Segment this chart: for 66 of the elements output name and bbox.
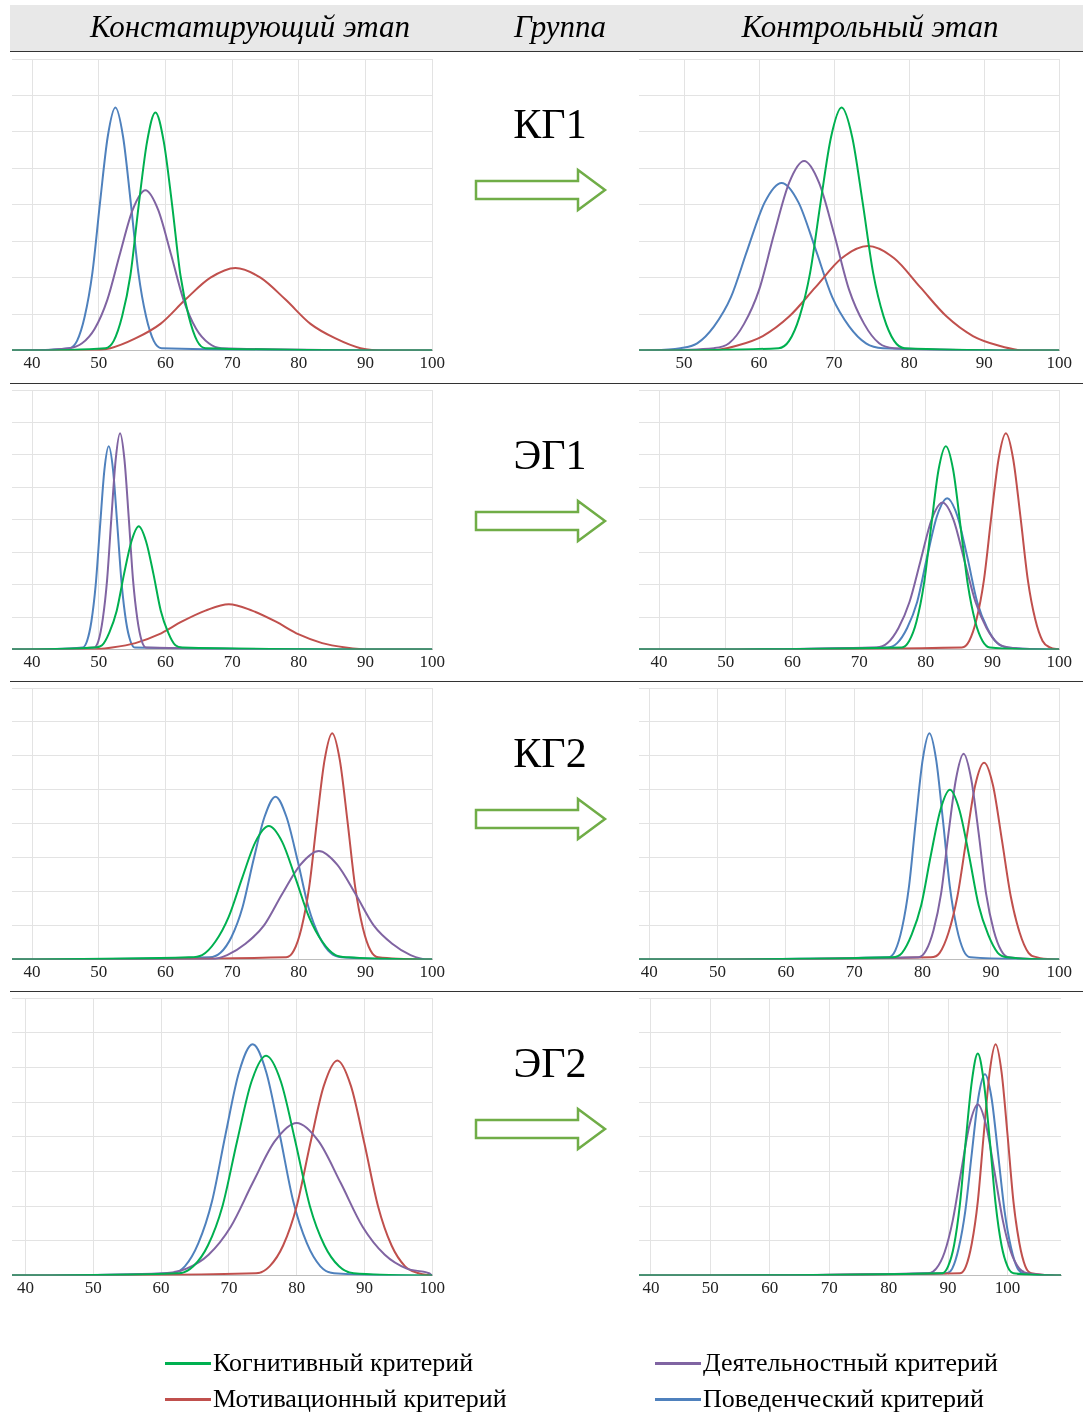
legend-label: Поведенческий критерий [703, 1384, 984, 1414]
x-tick-label: 60 [783, 652, 801, 672]
x-tick-label: 40 [640, 962, 658, 982]
x-tick-label: 40 [23, 962, 41, 982]
chart-title: ЭГ1 [513, 431, 587, 479]
x-tick-label: 100 [1046, 962, 1072, 982]
legend-label: Деятельностный критерий [703, 1348, 998, 1378]
x-tick-label: 70 [820, 1278, 838, 1298]
x-tick-label: 50 [90, 353, 108, 373]
x-tick-label: 80 [917, 652, 935, 672]
x-tick-label: 50 [90, 962, 108, 982]
x-tick-label: 60 [152, 1278, 170, 1298]
x-tick-label: 100 [1046, 353, 1072, 373]
x-tick-label: 50 [675, 353, 693, 373]
x-tick-label: 90 [355, 1278, 373, 1298]
x-tick-label: 50 [90, 652, 108, 672]
x-tick-label: 60 [750, 353, 768, 373]
x-tick-label: 70 [825, 353, 843, 373]
text: Констатирующий этап [89, 9, 411, 45]
x-tick-label: 80 [288, 1278, 306, 1298]
legend-label: Мотивационный критерий [213, 1384, 507, 1414]
x-tick-label: 80 [880, 1278, 898, 1298]
x-tick-label: 80 [900, 353, 918, 373]
chart-title: КГ2 [513, 729, 587, 777]
x-tick-label: 80 [290, 962, 308, 982]
x-tick-label: 100 [994, 1278, 1021, 1298]
x-tick-label: 60 [156, 652, 174, 672]
x-tick-label: 40 [23, 353, 41, 373]
x-tick-label: 90 [357, 652, 375, 672]
x-tick-label: 90 [984, 652, 1002, 672]
x-tick-label: 40 [642, 1278, 660, 1298]
x-tick-label: 90 [357, 962, 375, 982]
x-tick-label: 60 [156, 962, 174, 982]
x-tick-label: 70 [223, 652, 241, 672]
x-tick-label: 50 [709, 962, 727, 982]
x-tick-label: 80 [914, 962, 932, 982]
x-tick-label: 100 [1046, 652, 1072, 672]
x-tick-label: 90 [357, 353, 375, 373]
x-tick-label: 80 [290, 353, 308, 373]
x-tick-label: 70 [220, 1278, 238, 1298]
x-tick-label: 70 [850, 652, 868, 672]
x-tick-label: 70 [223, 962, 241, 982]
text: Группа [513, 9, 607, 45]
x-tick-label: 40 [17, 1278, 35, 1298]
x-tick-label: 100 [419, 1278, 445, 1298]
x-tick-label: 70 [223, 353, 241, 373]
x-tick-label: 100 [419, 962, 445, 982]
x-tick-label: 50 [701, 1278, 719, 1298]
x-tick-label: 50 [717, 652, 735, 672]
x-tick-label: 100 [419, 353, 445, 373]
x-tick-label: 70 [845, 962, 863, 982]
x-tick-label: 90 [982, 962, 1000, 982]
x-tick-label: 60 [761, 1278, 779, 1298]
text: Контрольный этап [741, 9, 999, 45]
x-tick-label: 90 [975, 353, 993, 373]
x-tick-label: 60 [777, 962, 795, 982]
legend-label: Когнитивный критерий [213, 1348, 474, 1378]
x-tick-label: 40 [650, 652, 668, 672]
x-tick-label: 40 [23, 652, 41, 672]
x-tick-label: 100 [419, 652, 445, 672]
x-tick-label: 50 [84, 1278, 102, 1298]
chart-title: КГ1 [513, 100, 587, 148]
x-tick-label: 90 [939, 1278, 957, 1298]
x-tick-label: 60 [156, 353, 174, 373]
chart-title: ЭГ2 [513, 1039, 587, 1087]
x-tick-label: 80 [290, 652, 308, 672]
